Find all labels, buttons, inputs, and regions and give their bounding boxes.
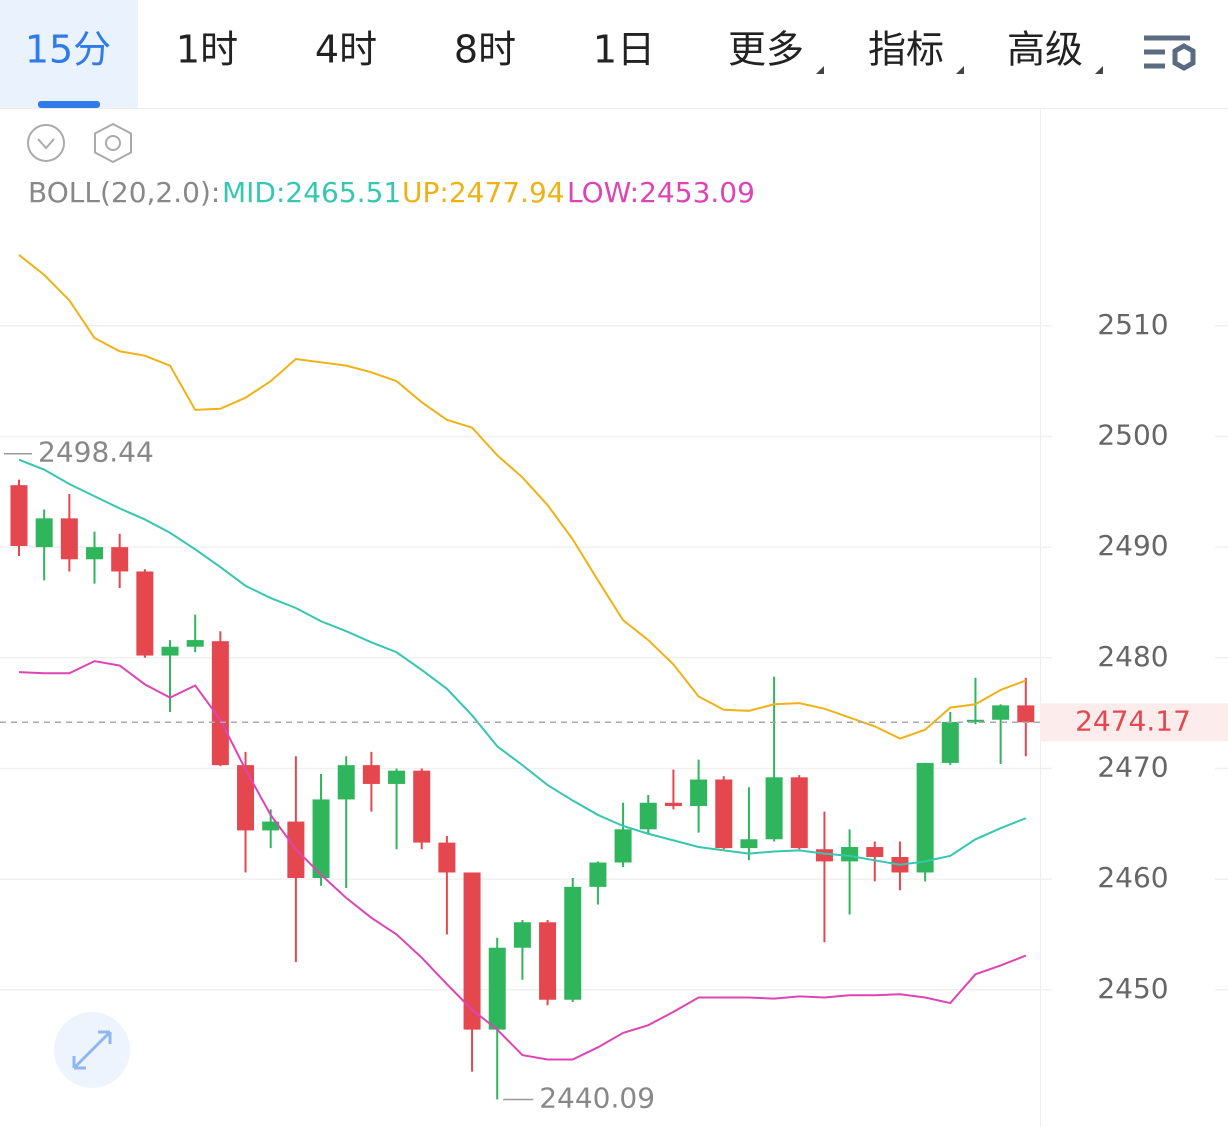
expand-arrows [72, 1030, 112, 1070]
candle-body [664, 802, 682, 807]
candle-body [186, 640, 204, 647]
boll-line [18, 660, 1027, 1061]
candle-body [211, 641, 229, 766]
tab[interactable]: 8时 [454, 28, 516, 72]
expand-button[interactable] [54, 1012, 130, 1088]
active-tab-bg [0, 0, 138, 108]
y-tick-label: 2470 [1097, 750, 1168, 783]
candle-body [362, 765, 380, 784]
dropdown-caret [1095, 66, 1103, 74]
y-tick-label: 2500 [1097, 418, 1168, 451]
last-price-bg [1040, 703, 1228, 742]
tab[interactable]: 1日 [593, 28, 655, 72]
tab[interactable]: 高级 [1007, 28, 1083, 72]
candle-body [10, 485, 28, 547]
icon-chevron [37, 138, 55, 150]
min-label: 2440.09 [539, 1081, 655, 1114]
tab[interactable]: 更多 [728, 28, 804, 72]
candle-body [463, 872, 481, 1030]
candle-body [916, 762, 934, 873]
candle-body [136, 571, 154, 656]
candle-body [438, 842, 456, 873]
y-tick-label: 2480 [1097, 640, 1168, 673]
candle-body [740, 839, 758, 849]
candle-body [815, 849, 833, 862]
indicator-mid: MID:2465.51 [222, 176, 401, 209]
tab[interactable]: 15分 [25, 28, 111, 72]
active-tab-indicator [38, 101, 100, 108]
candle-body [262, 821, 280, 831]
y-tick-label: 2450 [1097, 972, 1168, 1005]
indicator-name: BOLL(20,2.0): [28, 176, 220, 209]
indicator-low: LOW:2453.09 [567, 176, 755, 209]
candle-body [86, 547, 104, 560]
icon-hex [94, 122, 132, 164]
dropdown-caret [816, 66, 824, 74]
boll-line [18, 254, 1027, 740]
candle-body [388, 770, 406, 784]
candle-body [237, 765, 255, 831]
candle-body [35, 518, 53, 548]
menu-gear [1172, 43, 1196, 71]
collapse-icon[interactable] [27, 124, 65, 162]
menu-icon[interactable] [1144, 35, 1196, 71]
candle-body [312, 799, 330, 879]
candle-body [690, 779, 708, 807]
last-price-label: 2474.17 [1075, 704, 1191, 737]
candle-body [941, 721, 959, 763]
candle-body [161, 646, 179, 656]
candle-body [1017, 705, 1035, 723]
candle-body [966, 719, 984, 722]
tab[interactable]: 4时 [315, 28, 377, 72]
candle-body [488, 947, 506, 1030]
tab[interactable]: 1时 [176, 28, 238, 72]
candle-body [790, 777, 808, 849]
y-tick-label: 2510 [1097, 308, 1168, 341]
candle-body [539, 922, 557, 1000]
candle-body [337, 765, 355, 800]
y-tick-label: 2490 [1097, 529, 1168, 562]
candle-body [513, 922, 531, 948]
candle-body [60, 518, 78, 560]
candle-body [715, 779, 733, 849]
dropdown-caret [956, 66, 964, 74]
tab[interactable]: 指标 [868, 28, 944, 72]
candle-body [639, 802, 657, 830]
plot: 2450 2460 2470 2480 2490 2500 2510 2474.17 2498.… [0, 254, 1228, 1114]
y-tick-label: 2460 [1097, 861, 1168, 894]
settings-icon[interactable] [94, 122, 132, 164]
candle-body [866, 847, 884, 857]
icon-dot [105, 135, 121, 151]
candle-body [564, 886, 582, 1000]
candle-body [614, 829, 632, 863]
candle-body [589, 862, 607, 887]
max-label: 2498.44 [38, 436, 154, 469]
candle-body [841, 847, 859, 862]
candle-body [111, 547, 129, 572]
candle-body [765, 777, 783, 840]
candle-body [413, 770, 431, 843]
indicator-up: UP:2477.94 [402, 176, 565, 209]
candle-body [992, 705, 1010, 720]
icon-circle [27, 124, 65, 162]
boll-line [18, 458, 1027, 866]
